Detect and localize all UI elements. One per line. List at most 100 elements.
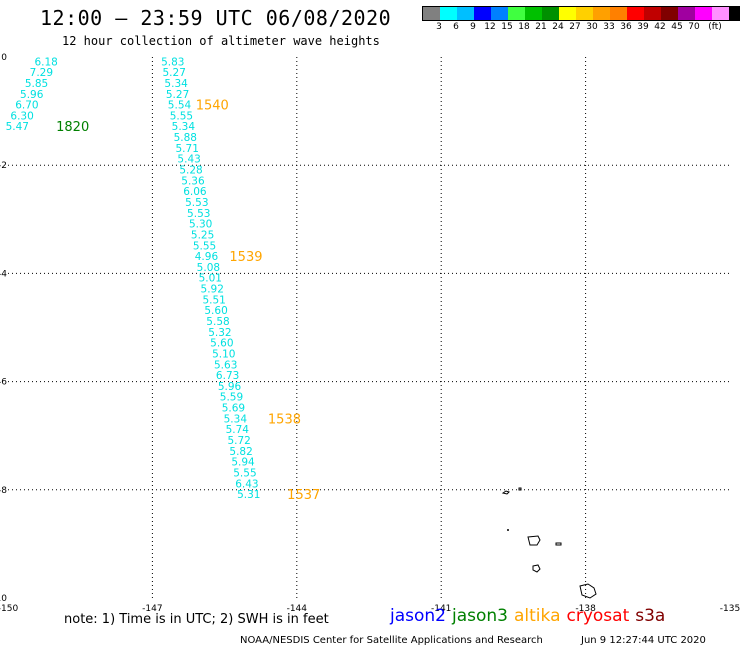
data-point-label: 5.96 xyxy=(20,89,44,101)
data-point-label: 5.96 xyxy=(218,381,242,393)
data-point-label: 5.28 xyxy=(179,165,202,177)
colorbar-swatch xyxy=(593,7,610,20)
data-point-label: 5.36 xyxy=(181,175,205,187)
data-point-label: 5.94 xyxy=(231,457,255,469)
x-tick-label: -141 xyxy=(431,604,451,614)
data-point-label: 5.43 xyxy=(177,154,200,166)
colorbar-tick-label: (ft) xyxy=(708,22,722,32)
colorbar-swatch xyxy=(610,7,627,20)
data-point-label: 5.60 xyxy=(210,338,233,350)
pass-time-label: 1538 xyxy=(268,412,301,427)
colorbar-tick-label: 39 xyxy=(637,22,649,32)
data-point-label: 6.70 xyxy=(15,100,38,112)
colorbar-swatch xyxy=(695,7,712,20)
data-point-label: 5.30 xyxy=(189,219,212,231)
data-point-label: 5.55 xyxy=(193,240,216,252)
colorbar-tick-label: 24 xyxy=(552,22,564,32)
y-tick-label: -4 xyxy=(0,269,7,279)
colorbar-swatch xyxy=(661,7,678,20)
data-point-label: 5.63 xyxy=(214,359,237,371)
pass-time-label: 1537 xyxy=(287,488,320,503)
data-point-label: 5.32 xyxy=(208,327,231,339)
colorbar-swatch xyxy=(474,7,491,20)
legend-item-altika: altika xyxy=(514,606,561,626)
colorbar-swatch xyxy=(644,7,661,20)
data-point-label: 5.85 xyxy=(25,78,48,90)
island-outline xyxy=(579,583,597,599)
x-tick-label: -147 xyxy=(142,604,162,614)
colorbar-swatch xyxy=(508,7,525,20)
data-point-label: 5.92 xyxy=(201,284,224,296)
colorbar-tick-label: 6 xyxy=(453,22,459,32)
island-outline xyxy=(555,542,562,546)
colorbar-swatch xyxy=(576,7,593,20)
credit-text: NOAA/NESDIS Center for Satellite Applica… xyxy=(240,635,543,646)
data-point-label: 5.55 xyxy=(233,467,256,479)
y-tick-label: 0 xyxy=(1,53,7,63)
data-point-label: 5.34 xyxy=(172,121,196,133)
data-point-label: 5.82 xyxy=(229,446,252,458)
data-point-label: 5.51 xyxy=(202,294,225,306)
data-point-label: 5.69 xyxy=(222,403,245,415)
legend-item-cryosat: cryosat xyxy=(566,606,630,626)
colorbar-tick-label: 15 xyxy=(501,22,513,32)
colorbar-tick-label: 21 xyxy=(535,22,547,32)
legend-item-jason2: jason2 xyxy=(390,606,446,626)
footer-note: note: 1) Time is in UTC; 2) SWH is in fe… xyxy=(64,612,329,627)
island-outline xyxy=(501,490,510,495)
colorbar-tick-label: 30 xyxy=(586,22,598,32)
data-point-label: 5.27 xyxy=(163,67,186,79)
y-tick-label: -10 xyxy=(0,594,7,604)
chart-subtitle: 12 hour collection of altimeter wave hei… xyxy=(62,34,380,48)
colorbar-swatch xyxy=(627,7,644,20)
data-point-label: 7.29 xyxy=(30,67,53,79)
colorbar-tick-label: 12 xyxy=(484,22,496,32)
colorbar-tick-label: 33 xyxy=(603,22,615,32)
y-tick-label: -6 xyxy=(0,378,7,388)
x-tick-label: -138 xyxy=(575,604,596,614)
legend-item-jason3: jason3 xyxy=(452,606,508,626)
data-point-label: 5.88 xyxy=(174,132,197,144)
colorbar-tick-label: 18 xyxy=(518,22,530,32)
colorbar-swatch xyxy=(491,7,508,20)
colorbar-swatch xyxy=(423,7,440,20)
data-point-label: 5.53 xyxy=(185,197,208,209)
x-tick-label: -135 xyxy=(720,604,740,614)
data-point-label: 5.08 xyxy=(197,262,220,274)
colorbar-swatch xyxy=(440,7,457,20)
island-outline xyxy=(532,564,541,573)
generated-timestamp: Jun 9 12:27:44 UTC 2020 xyxy=(581,635,706,646)
data-point-label: 6.30 xyxy=(10,110,33,122)
pass-time-label: 1820 xyxy=(56,120,89,135)
colorbar-tick-label: 42 xyxy=(654,22,666,32)
colorbar-swatch xyxy=(729,7,740,20)
colorbar-ticks: 3 6 9 12 15 18 21 24 27 30 33 36 39 42 45 70 (ft) xyxy=(422,21,740,33)
data-point-label: 5.59 xyxy=(220,392,243,404)
colorbar-swatch xyxy=(542,7,559,20)
data-point-label: 5.01 xyxy=(199,273,222,285)
data-point-label: 5.25 xyxy=(191,229,214,241)
y-tick-label: -2 xyxy=(0,161,7,171)
data-point-label: 6.43 xyxy=(235,478,258,490)
colorbar-tick-label: 27 xyxy=(569,22,581,32)
y-tick-label: -8 xyxy=(0,486,7,496)
colorbar-swatch xyxy=(457,7,474,20)
data-point-label: 5.55 xyxy=(170,110,193,122)
data-point-label: 5.72 xyxy=(227,435,250,447)
data-point-label: 5.27 xyxy=(166,89,189,101)
data-point-label: 5.31 xyxy=(237,489,260,501)
pass-time-label: 1540 xyxy=(196,99,229,114)
chart-title: 12:00 – 23:59 UTC 06/08/2020 xyxy=(40,6,392,30)
satellite-legend: jason2 jason3 altika cryosat s3a xyxy=(390,606,671,626)
data-point-label: 5.54 xyxy=(168,100,192,112)
colorbar-swatch xyxy=(525,7,542,20)
legend-item-s3a: s3a xyxy=(635,606,666,626)
data-point-label: 5.71 xyxy=(176,143,199,155)
data-point-label: 5.34 xyxy=(164,78,188,90)
colorbar-tick-label: 9 xyxy=(470,22,476,32)
pass-time-label: 1539 xyxy=(229,250,262,265)
colorbar-tick-label: 3 xyxy=(436,22,442,32)
data-point-label: 5.83 xyxy=(161,56,184,68)
colorbar-tick-label: 45 xyxy=(671,22,683,32)
